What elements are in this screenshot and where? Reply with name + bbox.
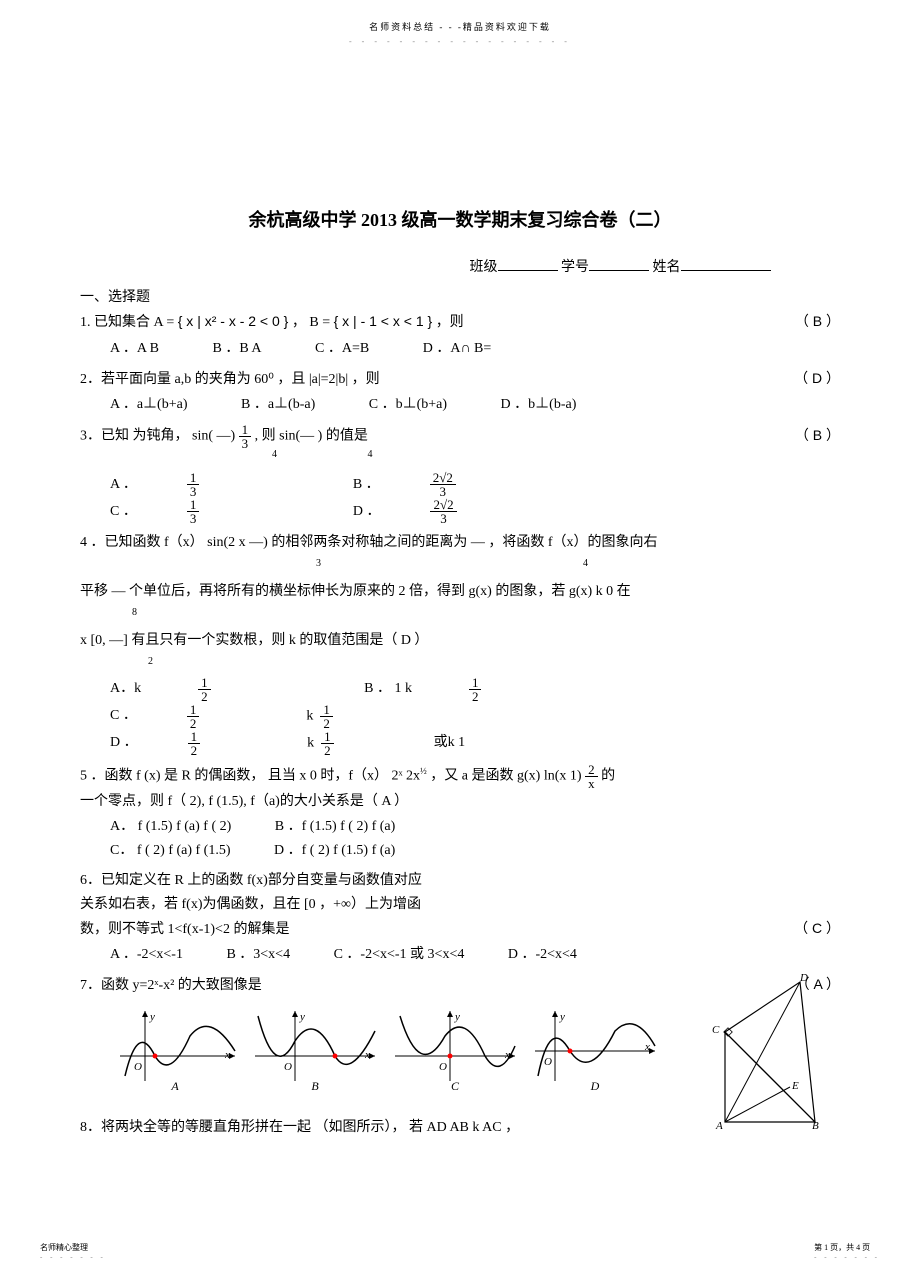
q7-label-a: A (171, 1076, 178, 1096)
q4-option-d: D ．12 k 12或k 1 (110, 730, 515, 757)
footer-right-text: 第 1 页，共 4 页 (814, 1242, 880, 1253)
footer-right-dots: - - - - - - - (814, 1253, 880, 1261)
q4-line1: 4 ．已知函数 f（x） sin(2 x —) 的相邻两条对称轴之间的距离为 —… (80, 531, 840, 555)
question-3: 3．已知 为钝角， sin( —) 13 , 则 sin(— ) 的值是 （ B… (80, 423, 840, 525)
q8-pt-b: B (812, 1120, 819, 1132)
q4-l2-den: 8 (132, 604, 840, 621)
q7-graph-c: O y x C (390, 1006, 520, 1096)
q6-option-a: A ．-2<x<-1 (110, 943, 183, 967)
question-5: 5 ．函数 f (x) 是 R 的偶函数， 且当 x 0 时，f（x） 2ˣ 2… (80, 763, 840, 863)
q8-pt-d: D (800, 972, 808, 984)
q3-option-d: D ．2√23 (353, 498, 557, 525)
q3-inner1: 4 (272, 449, 277, 460)
q6-answer: （ C ） (774, 917, 840, 941)
q6-l2: 关系如右表，若 f(x)为偶函数，且在 [0 ，+∞）上为增函 (80, 893, 840, 917)
question-1: 1. 已知集合 A = { x | x² - x - 2 < 0 } ， B =… (80, 310, 840, 361)
q4-line2: 平移 — 个单位后，再将所有的横坐标伸长为原来的 2 倍，得到 g(x) 的图象… (80, 580, 840, 604)
q8-pt-c: C (712, 1024, 719, 1036)
q4-f2: 4 (583, 558, 588, 569)
q4-option-b: B ． 1 k 12 (364, 676, 581, 703)
q2-option-b: B ．a⊥(b-a) (241, 393, 315, 417)
q3-option-a: A ．13 (110, 471, 299, 498)
q1-option-a: A ．A B (110, 337, 159, 361)
q7-label-b: B (311, 1076, 318, 1096)
q7-text: 7．函数 y=2ˣ-x² 的大致图像是 (80, 974, 776, 998)
q5-option-d: D ．f ( 2) f (1.5) f (a) (274, 839, 395, 863)
q7-graph-d: O y x D (530, 1006, 660, 1096)
q4-line3: x [0, —] 有且只有一个实数根，则 k 的取值范围是（ D ） (80, 629, 840, 653)
q5-l1-pre: 5 ．函数 f (x) 是 R 的偶函数， 且当 x 0 时，f（x） 2ˣ 2… (80, 768, 420, 783)
student-info-line: 班级 学号 姓名 (80, 256, 840, 276)
header-source-line: 名师资料总结 - - -精品资料欢迎下载 (80, 20, 840, 33)
q4-l3-den: 2 (148, 653, 840, 670)
q2-option-a: A ．a⊥(b+a) (110, 393, 188, 417)
q6-option-b: B ．3<x<4 (226, 943, 290, 967)
q5-l1-mid: ，又 a 是函数 g(x) ln(x 1) (430, 768, 585, 783)
footer-left-dots: - - - - - - - (40, 1253, 106, 1261)
q1-set2: { x | - 1 < x < 1 } (334, 313, 433, 329)
question-6: 6．已知定义在 R 上的函数 f(x)部分自变量与函数值对应 关系如右表，若 f… (80, 869, 840, 967)
q3-inner2: 4 (368, 449, 373, 460)
id-blank[interactable] (589, 257, 649, 271)
q6-option-d: D ．-2<x<4 (508, 943, 577, 967)
q3-option-c: C ．13 (110, 498, 299, 525)
q2-text: 2．若平面向量 a,b 的夹角为 60⁰ ，且 |a|=2|b| ，则 (80, 368, 774, 392)
q1-mid: ， B = (292, 315, 334, 330)
q1-tail: ，则 (436, 315, 464, 330)
q4-option-c: C ．12 k 12 (110, 703, 433, 730)
q5-l2: 一个零点，则 f（ 2), f (1.5), f（a)的大小关系是（ A ） (80, 790, 840, 814)
header-dots: - - - - - - - - - - - - - - - - - - (80, 37, 840, 46)
footer-left-text: 名师精心整理 (40, 1242, 106, 1253)
q8-pt-a: A (716, 1120, 723, 1132)
q5-frac-num: 2 (585, 763, 598, 777)
q5-option-b: B ．f (1.5) f ( 2) f (a) (275, 815, 396, 839)
id-label: 学号 (561, 256, 589, 276)
q5-tail: 的 (601, 768, 615, 783)
q1-option-b: B ．B A (213, 337, 262, 361)
q7-label-d: D (591, 1076, 600, 1096)
q6-l3: 数，则不等式 1<f(x-1)<2 的解集是 (80, 918, 774, 942)
q1-set1: { x | x² - x - 2 < 0 } (178, 313, 289, 329)
class-label: 班级 (470, 256, 498, 276)
q3-option-b: B ．2√23 (353, 471, 556, 498)
q3-pre: 3．已知 为钝角， sin( —) (80, 429, 239, 444)
question-4: 4 ．已知函数 f（x） sin(2 x —) 的相邻两条对称轴之间的距离为 —… (80, 531, 840, 756)
q7-label-c: C (451, 1076, 459, 1096)
q4-f1: 3 (316, 558, 321, 569)
footer-right: 第 1 页，共 4 页 - - - - - - - (814, 1242, 880, 1261)
q4-option-a: A．k 12 (110, 676, 311, 703)
q1-option-c: C ．A=B (315, 337, 369, 361)
q1-option-d: D ．A∩ B= (423, 337, 492, 361)
q6-l1: 6．已知定义在 R 上的函数 f(x)部分自变量与函数值对应 (80, 869, 840, 893)
footer-left: 名师精心整理 - - - - - - - (40, 1242, 106, 1261)
q2-option-c: C ．b⊥(b+a) (369, 393, 447, 417)
q1-text-pre: 1. 已知集合 A = (80, 315, 178, 330)
section-1-header: 一、选择题 (80, 286, 840, 306)
q5-exp: ½ (420, 766, 427, 776)
q5-option-c: C． f ( 2) f (a) f (1.5) (110, 839, 231, 863)
q3-answer: （ B ） (775, 424, 840, 448)
q2-option-d: D ．b⊥(b-a) (501, 393, 577, 417)
q3-mid: , 则 sin(— ) 的值是 (255, 429, 368, 444)
q5-option-a: A． f (1.5) f (a) f ( 2) (110, 815, 231, 839)
q2-answer: （ D ） (774, 367, 840, 391)
q6-option-c: C ．-2<x<-1 或 3<x<4 (334, 943, 465, 967)
q1-answer: （ B ） (775, 310, 840, 334)
q5-frac-den: x (585, 777, 598, 790)
q8-diagram: A B C D E (720, 972, 820, 1132)
q7-graph-b: O y x B (250, 1006, 380, 1096)
exam-title: 余杭高级中学 2013 级高一数学期末复习综合卷（二） (80, 206, 840, 232)
name-blank[interactable] (681, 257, 771, 271)
q7-graph-a: O y x A (110, 1006, 240, 1096)
q8-pt-e: E (792, 1080, 799, 1092)
name-label: 姓名 (653, 256, 681, 276)
class-blank[interactable] (498, 257, 558, 271)
question-2: 2．若平面向量 a,b 的夹角为 60⁰ ，且 |a|=2|b| ，则 （ D … (80, 367, 840, 418)
q3-frac1-num: 1 (239, 423, 252, 437)
